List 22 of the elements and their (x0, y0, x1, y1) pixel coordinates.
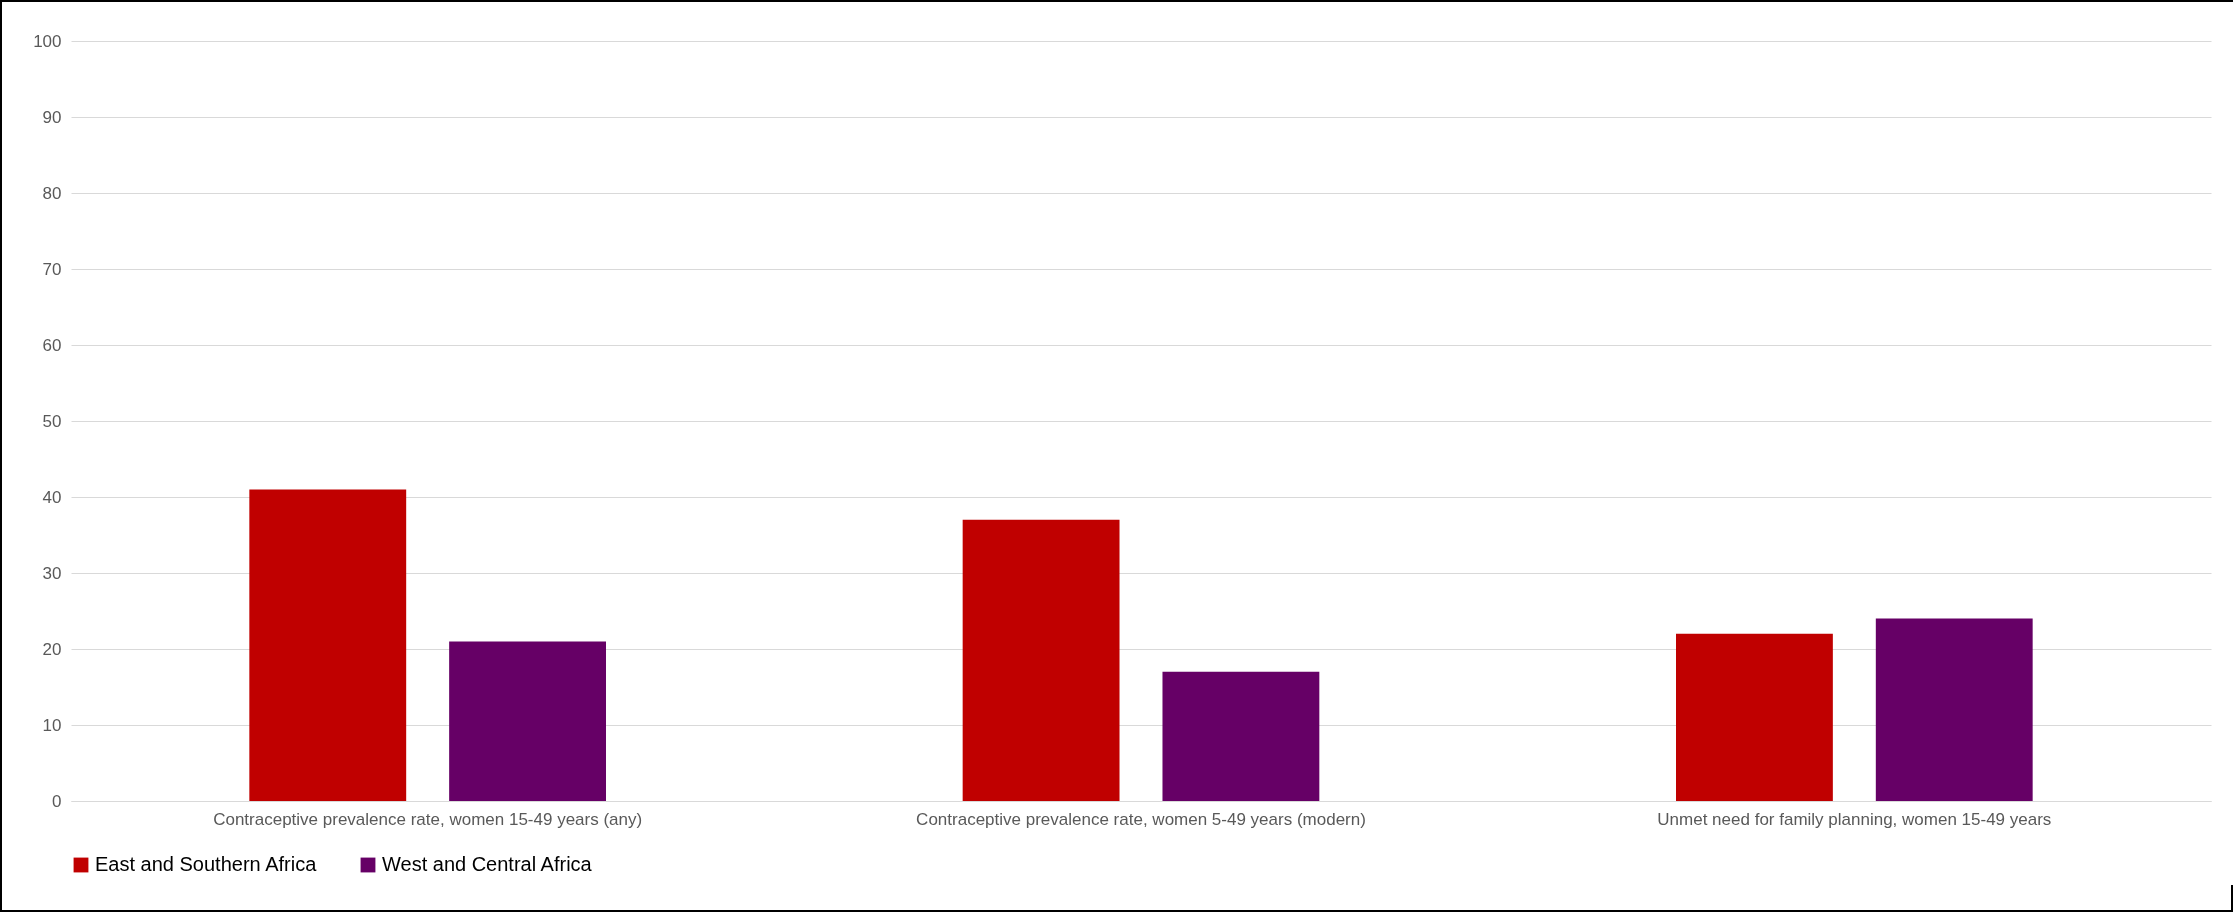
bar (962, 519, 1120, 801)
bar (249, 489, 407, 801)
bar (449, 641, 606, 801)
x-tick-label: Contraceptive prevalence rate, women 15-49 years (any) (213, 809, 643, 829)
legend-label: West and Central Africa (382, 853, 593, 875)
bar (1875, 618, 2033, 801)
bar (1676, 633, 1833, 801)
x-tick-label: Unmet need for family planning, women 15-49 years (1657, 809, 2052, 829)
y-tick-label: 10 (42, 715, 62, 735)
y-tick-label: 50 (42, 411, 62, 431)
legend-label: East and Southern Africa (95, 853, 318, 875)
x-tick-label: Contraceptive prevalence rate, women 5-49 years (modern) (916, 809, 1366, 829)
y-tick-label: 70 (42, 259, 62, 279)
y-tick-label: 30 (42, 563, 62, 583)
y-tick-label: 0 (52, 791, 62, 811)
y-tick-label: 90 (42, 107, 62, 127)
y-tick-label: 40 (42, 487, 62, 507)
y-tick-label: 60 (42, 335, 62, 355)
y-tick-label: 20 (42, 639, 62, 659)
bar (1162, 671, 1320, 801)
y-tick-label: 80 (42, 183, 62, 203)
y-tick-label: 100 (33, 31, 62, 51)
